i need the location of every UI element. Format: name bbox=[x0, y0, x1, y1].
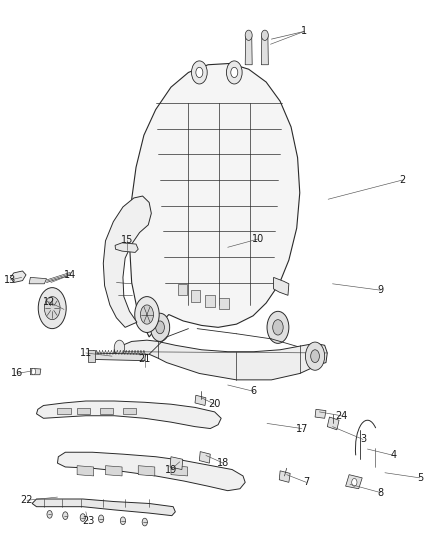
Circle shape bbox=[99, 515, 104, 523]
Text: 22: 22 bbox=[21, 495, 33, 505]
Circle shape bbox=[63, 512, 68, 520]
Circle shape bbox=[311, 350, 319, 362]
Text: 8: 8 bbox=[378, 488, 384, 498]
Circle shape bbox=[44, 296, 60, 320]
Circle shape bbox=[305, 342, 325, 370]
Circle shape bbox=[191, 61, 207, 84]
Text: 2: 2 bbox=[399, 175, 406, 185]
Polygon shape bbox=[171, 466, 187, 476]
Polygon shape bbox=[130, 63, 300, 337]
Polygon shape bbox=[195, 395, 206, 406]
Circle shape bbox=[245, 30, 252, 41]
Polygon shape bbox=[106, 466, 122, 476]
Circle shape bbox=[273, 320, 283, 335]
Circle shape bbox=[261, 30, 268, 41]
Polygon shape bbox=[57, 408, 71, 415]
Polygon shape bbox=[103, 196, 151, 327]
Polygon shape bbox=[315, 409, 326, 418]
Polygon shape bbox=[170, 457, 183, 470]
Polygon shape bbox=[77, 466, 94, 476]
Text: 7: 7 bbox=[303, 478, 310, 487]
Polygon shape bbox=[346, 475, 362, 489]
Polygon shape bbox=[32, 499, 175, 515]
Circle shape bbox=[142, 518, 148, 526]
Text: 19: 19 bbox=[165, 465, 177, 474]
Polygon shape bbox=[57, 452, 245, 491]
Polygon shape bbox=[191, 290, 200, 302]
Polygon shape bbox=[219, 298, 229, 310]
Polygon shape bbox=[11, 271, 26, 282]
Polygon shape bbox=[274, 277, 289, 295]
Polygon shape bbox=[77, 408, 90, 415]
Text: 21: 21 bbox=[138, 354, 151, 365]
Text: 24: 24 bbox=[335, 411, 347, 421]
Text: 5: 5 bbox=[417, 473, 423, 483]
Polygon shape bbox=[114, 340, 327, 380]
Polygon shape bbox=[261, 36, 268, 64]
Circle shape bbox=[352, 479, 357, 486]
Circle shape bbox=[120, 517, 126, 524]
Polygon shape bbox=[30, 368, 41, 375]
Polygon shape bbox=[177, 284, 187, 295]
Circle shape bbox=[135, 296, 159, 333]
Text: 4: 4 bbox=[391, 450, 397, 461]
Circle shape bbox=[231, 67, 238, 78]
Circle shape bbox=[38, 288, 66, 329]
Circle shape bbox=[114, 340, 125, 356]
Circle shape bbox=[31, 368, 35, 375]
Polygon shape bbox=[138, 466, 155, 476]
Circle shape bbox=[47, 511, 52, 518]
Polygon shape bbox=[88, 350, 95, 362]
Polygon shape bbox=[36, 401, 221, 429]
Polygon shape bbox=[115, 243, 138, 253]
Text: 18: 18 bbox=[217, 458, 230, 468]
Text: 11: 11 bbox=[80, 348, 92, 358]
Text: 14: 14 bbox=[64, 270, 77, 280]
Circle shape bbox=[196, 67, 203, 78]
Text: 16: 16 bbox=[11, 368, 23, 378]
Text: 15: 15 bbox=[121, 235, 134, 245]
Polygon shape bbox=[327, 417, 339, 430]
Circle shape bbox=[141, 305, 153, 324]
Polygon shape bbox=[245, 36, 252, 64]
Polygon shape bbox=[123, 408, 136, 415]
Text: 12: 12 bbox=[42, 297, 55, 306]
Text: 3: 3 bbox=[360, 434, 366, 445]
Circle shape bbox=[80, 514, 85, 521]
Polygon shape bbox=[90, 353, 146, 361]
Circle shape bbox=[226, 61, 242, 84]
Text: 1: 1 bbox=[301, 27, 307, 36]
Polygon shape bbox=[199, 451, 210, 463]
Text: 6: 6 bbox=[251, 386, 257, 397]
Text: 23: 23 bbox=[82, 516, 94, 526]
Text: 13: 13 bbox=[4, 275, 16, 285]
Text: 9: 9 bbox=[378, 285, 384, 295]
Polygon shape bbox=[279, 471, 290, 482]
Polygon shape bbox=[100, 408, 113, 415]
Text: 17: 17 bbox=[296, 424, 308, 433]
Circle shape bbox=[155, 321, 164, 334]
Circle shape bbox=[267, 311, 289, 343]
Circle shape bbox=[150, 313, 170, 342]
Text: 20: 20 bbox=[208, 399, 221, 409]
Text: 10: 10 bbox=[252, 234, 265, 244]
Polygon shape bbox=[29, 277, 46, 284]
Polygon shape bbox=[205, 295, 215, 307]
